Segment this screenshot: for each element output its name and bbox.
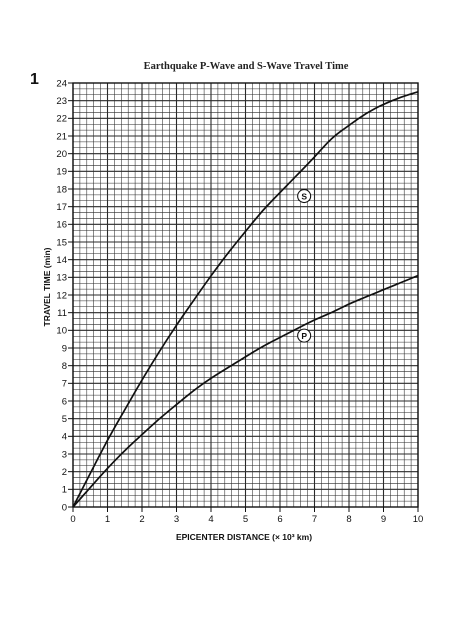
y-tick-label: 0 <box>62 502 67 513</box>
x-tick-label: 1 <box>105 514 110 525</box>
y-tick-label: 1 <box>62 485 67 496</box>
y-tick-label: 10 <box>56 326 67 337</box>
x-tick-label: 8 <box>346 514 351 525</box>
y-tick-label: 16 <box>56 220 67 231</box>
curve-label-s: S <box>301 191 307 201</box>
y-tick-label: 15 <box>56 237 67 248</box>
y-tick-label: 9 <box>62 343 67 354</box>
x-tick-label: 5 <box>243 514 248 525</box>
y-tick-label: 22 <box>56 114 67 125</box>
y-tick-label: 4 <box>62 432 67 443</box>
x-tick-label: 9 <box>381 514 386 525</box>
x-tick-label: 7 <box>312 514 317 525</box>
axes: 0123456789101112131415161718192021222324… <box>56 78 423 525</box>
series-group <box>72 91 419 508</box>
y-tick-label: 14 <box>56 255 67 266</box>
series-line-p <box>72 274 419 508</box>
y-tick-label: 21 <box>56 131 67 142</box>
series-line-s <box>72 91 419 508</box>
curve-labels: SP <box>297 189 312 343</box>
y-tick-label: 24 <box>56 78 67 89</box>
y-tick-label: 6 <box>62 396 67 407</box>
x-tick-label: 2 <box>139 514 144 525</box>
y-axis-title: TRAVEL TIME (min) <box>42 247 52 326</box>
page-mark: 1 <box>30 71 39 88</box>
y-tick-label: 20 <box>56 149 67 160</box>
x-tick-label: 10 <box>413 514 424 525</box>
y-tick-label: 13 <box>56 273 67 284</box>
x-tick-label: 0 <box>70 514 75 525</box>
chart-title: Earthquake P-Wave and S-Wave Travel Time <box>144 61 349 72</box>
y-tick-label: 23 <box>56 96 67 107</box>
x-tick-label: 6 <box>277 514 282 525</box>
y-tick-label: 5 <box>62 414 67 425</box>
curve-label-circle-s <box>297 189 312 204</box>
x-tick-label: 3 <box>174 514 179 525</box>
curve-label-p: P <box>301 331 307 341</box>
y-tick-label: 2 <box>62 467 67 478</box>
y-tick-label: 17 <box>56 202 67 213</box>
y-tick-label: 11 <box>57 308 67 319</box>
curve-label-circle-p <box>297 328 312 343</box>
y-tick-label: 8 <box>62 361 67 372</box>
y-tick-label: 3 <box>62 449 67 460</box>
grid <box>72 82 419 508</box>
y-tick-label: 12 <box>56 290 67 301</box>
y-tick-label: 7 <box>62 379 67 390</box>
x-tick-label: 4 <box>208 514 213 525</box>
x-axis-title: EPICENTER DISTANCE (× 10³ km) <box>176 532 312 542</box>
y-tick-label: 18 <box>56 184 67 195</box>
y-tick-label: 19 <box>56 167 67 178</box>
